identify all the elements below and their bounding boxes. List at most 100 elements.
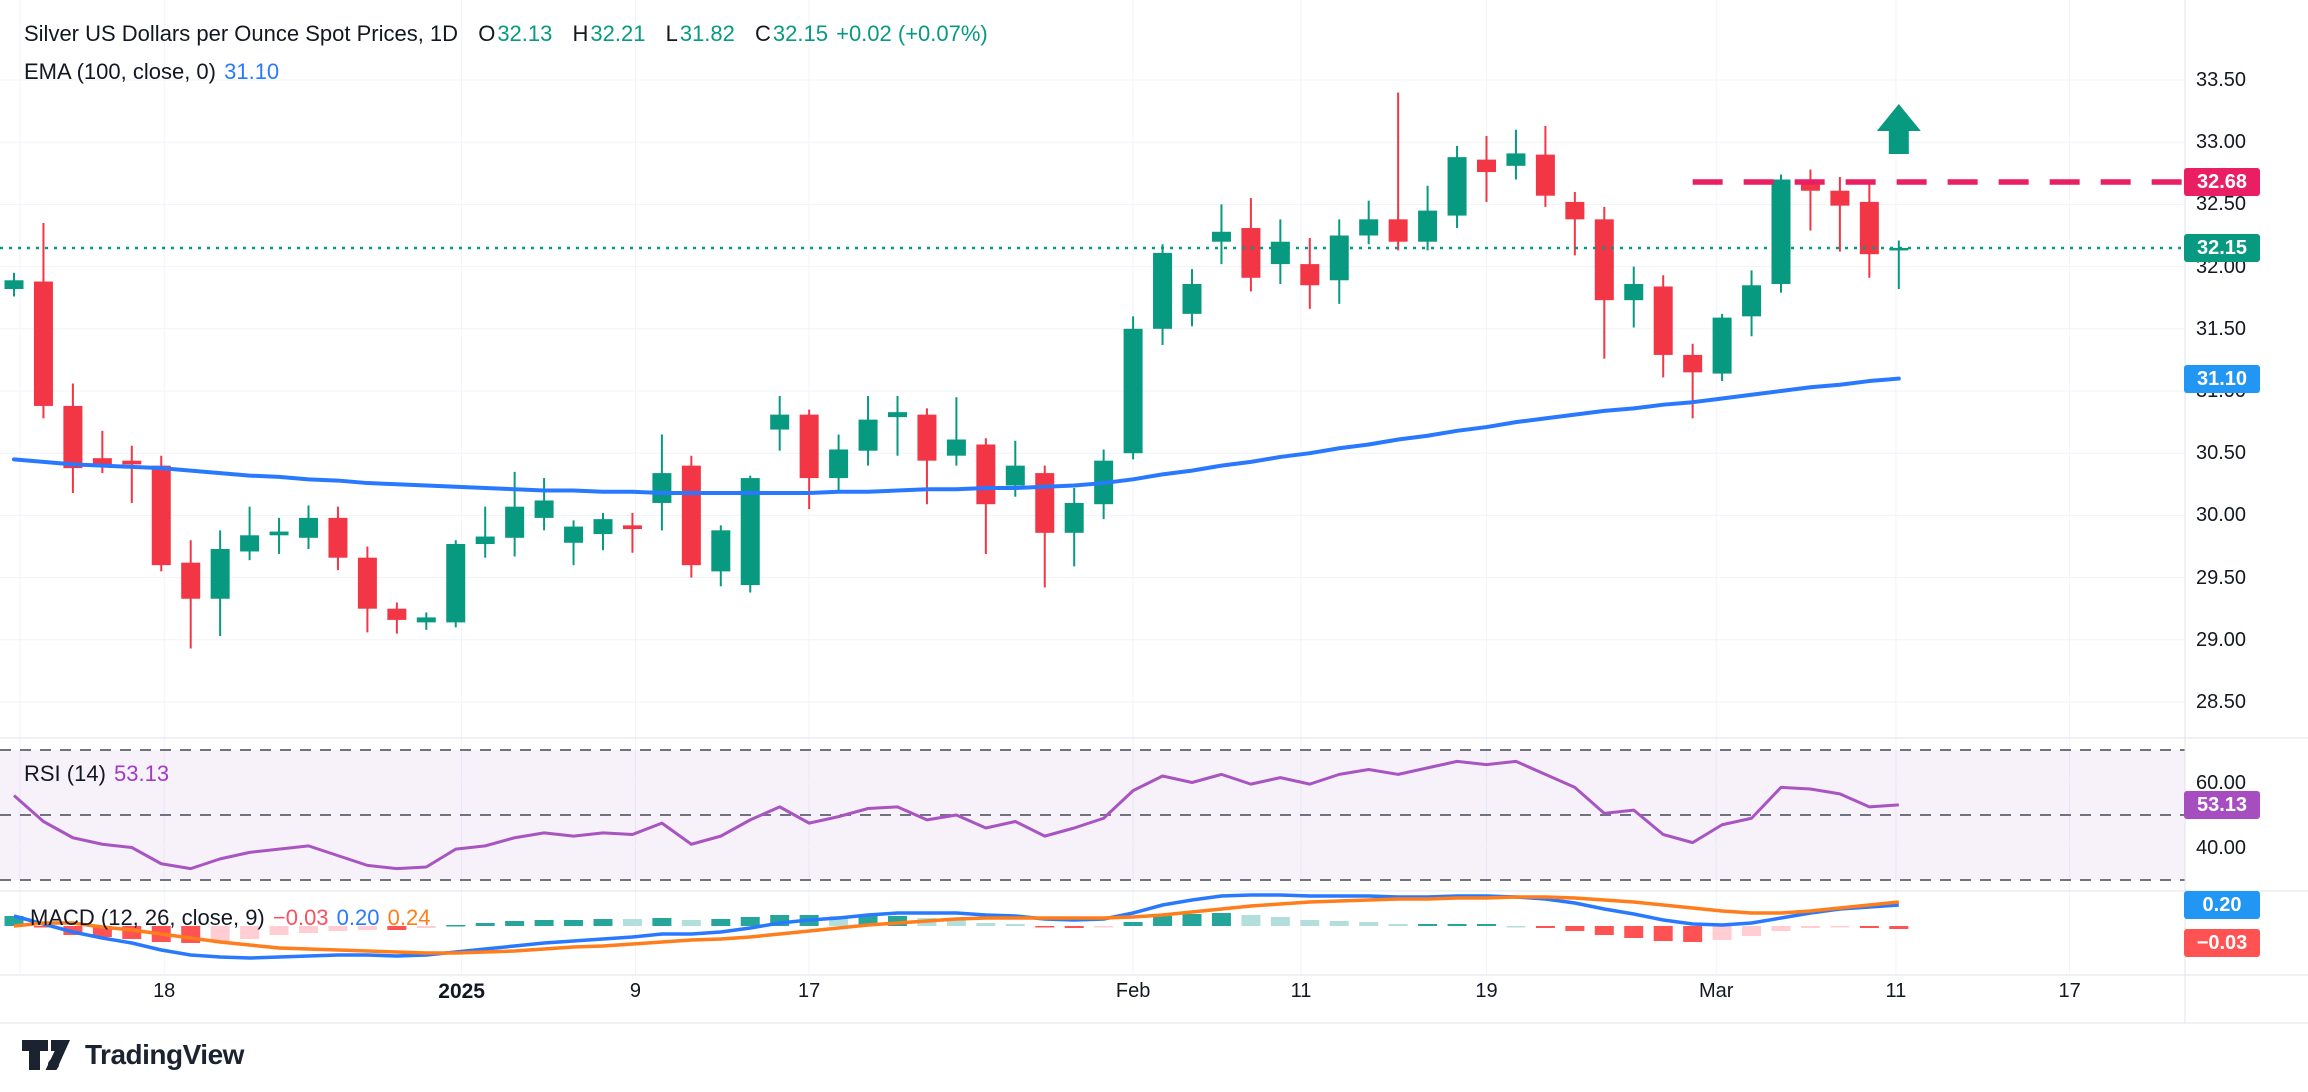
macd-histogram-bar <box>888 916 907 926</box>
low-value: 31.82 <box>679 21 735 46</box>
candle-body <box>1742 285 1762 317</box>
macd-histogram-bar <box>1506 926 1526 928</box>
time-tick-label: Feb <box>1115 980 1151 1002</box>
main-legend[interactable]: Silver US Dollars per Ounce Spot Prices,… <box>24 20 988 47</box>
candle-body <box>269 531 289 536</box>
macd-histogram-bar <box>1182 914 1202 926</box>
rsi-tick-label: 60.00 <box>2196 771 2247 794</box>
rsi-value: 53.13 <box>114 761 170 786</box>
candle-body <box>1300 264 1320 286</box>
tradingview-logo[interactable]: TradingView <box>20 1038 244 1072</box>
macd-histogram-bar <box>1889 926 1909 929</box>
candle-body <box>1241 228 1261 278</box>
ema-price-badge: 31.10 <box>2184 364 2260 393</box>
macd-histogram-bar <box>740 917 760 926</box>
macd-histogram-bar <box>1859 926 1879 928</box>
macd-histogram-bar <box>269 926 289 935</box>
candle-body <box>593 519 613 535</box>
candle-body <box>946 439 966 456</box>
macd-histogram-bar <box>1535 926 1555 928</box>
macd-line-value: 0.20 <box>336 905 380 930</box>
macd-histogram-bar <box>328 926 348 931</box>
macd-histogram-bar <box>1447 924 1467 926</box>
price-tick-label: 30.00 <box>2196 504 2247 527</box>
candle-body <box>4 280 24 289</box>
time-axis[interactable] <box>0 975 2308 1023</box>
tradingview-logo-text: TradingView <box>85 1039 244 1070</box>
price-tick-label: 29.00 <box>2196 628 2247 651</box>
macd-histogram-bar <box>1683 926 1703 942</box>
candle-body <box>1859 201 1879 255</box>
candle-body <box>1270 241 1290 265</box>
candle-body <box>681 465 701 566</box>
candle-body <box>1123 328 1143 454</box>
ema-legend[interactable]: EMA (100, close, 0) 31.10 <box>24 58 279 85</box>
last-close-price-badge: 32.15 <box>2184 233 2260 262</box>
close-label: C <box>755 21 771 46</box>
candle-body <box>1624 284 1644 301</box>
macd-histogram-bar <box>1771 926 1791 931</box>
macd-histogram-bar <box>33 926 53 928</box>
candle-body <box>564 526 584 543</box>
candle-body <box>1005 465 1025 486</box>
candle-body <box>1506 153 1526 166</box>
candle-body <box>917 414 937 461</box>
candle-body <box>1889 247 1909 251</box>
macd-histogram-bar <box>829 916 849 926</box>
resistance-price-badge: 32.68 <box>2184 168 2260 196</box>
macd-legend[interactable]: MACD (12, 26, close, 9) −0.03 0.20 0.24 <box>30 904 430 931</box>
macd-histogram-bar <box>858 916 878 926</box>
macd-histogram-bar <box>1241 915 1261 926</box>
candle-body <box>740 478 760 586</box>
ema-label: EMA (100, close, 0) <box>24 59 216 84</box>
macd-histogram-bar <box>1005 924 1025 926</box>
price-tick-label: 31.50 <box>2196 317 2247 340</box>
candle-body <box>1653 286 1673 355</box>
time-tick-label: 9 <box>629 980 641 1002</box>
candle-body <box>1447 157 1467 216</box>
macd-histogram-bar <box>240 926 260 939</box>
candle-body <box>33 281 53 406</box>
macd-histogram-bar <box>976 923 996 926</box>
macd-histogram-bar <box>1270 917 1290 926</box>
macd-histogram-bar <box>357 926 377 930</box>
macd-signal-value: 0.24 <box>387 905 431 930</box>
candle-body <box>475 536 495 545</box>
time-tick-label: 19 <box>1475 980 1498 1002</box>
candle-body <box>1535 154 1555 196</box>
candle-body <box>888 412 907 418</box>
macd-histogram-bar <box>1800 926 1820 928</box>
rsi-label: RSI (14) <box>24 761 106 786</box>
candle-body <box>799 414 819 479</box>
rsi-value-badge: 53.13 <box>2184 790 2260 819</box>
candle-body <box>1800 179 1820 191</box>
macd-histogram-bar <box>1653 926 1673 941</box>
candle-body <box>1153 252 1173 329</box>
price-tick-label: 29.50 <box>2196 566 2247 589</box>
macd-histogram-bar <box>622 919 642 926</box>
candle-body <box>1565 201 1585 220</box>
rsi-legend[interactable]: RSI (14) 53.13 <box>24 760 169 787</box>
candle-body <box>1477 159 1496 173</box>
candle-body <box>1712 317 1732 374</box>
macd-histogram-bar <box>92 926 112 937</box>
candle-body <box>328 517 348 558</box>
candle-body <box>299 517 318 538</box>
candle-body <box>858 419 878 451</box>
macd-histogram-bar <box>475 923 495 926</box>
macd-histogram-bar <box>1035 926 1055 928</box>
macd-histogram-bar <box>1565 926 1585 931</box>
macd-hist-badge: −0.03 <box>2184 929 2260 957</box>
macd-histogram-bar <box>1388 924 1408 926</box>
candle-body <box>1594 219 1614 301</box>
candle-body <box>1418 210 1438 242</box>
candle-body <box>1683 354 1703 373</box>
open-label: O <box>478 21 496 46</box>
macd-histogram-bar <box>1712 926 1732 940</box>
rsi-tick-label: 40.00 <box>2196 836 2247 859</box>
macd-histogram-bar <box>564 920 584 926</box>
candle-body <box>652 473 672 503</box>
macd-histogram-bar <box>387 926 407 930</box>
